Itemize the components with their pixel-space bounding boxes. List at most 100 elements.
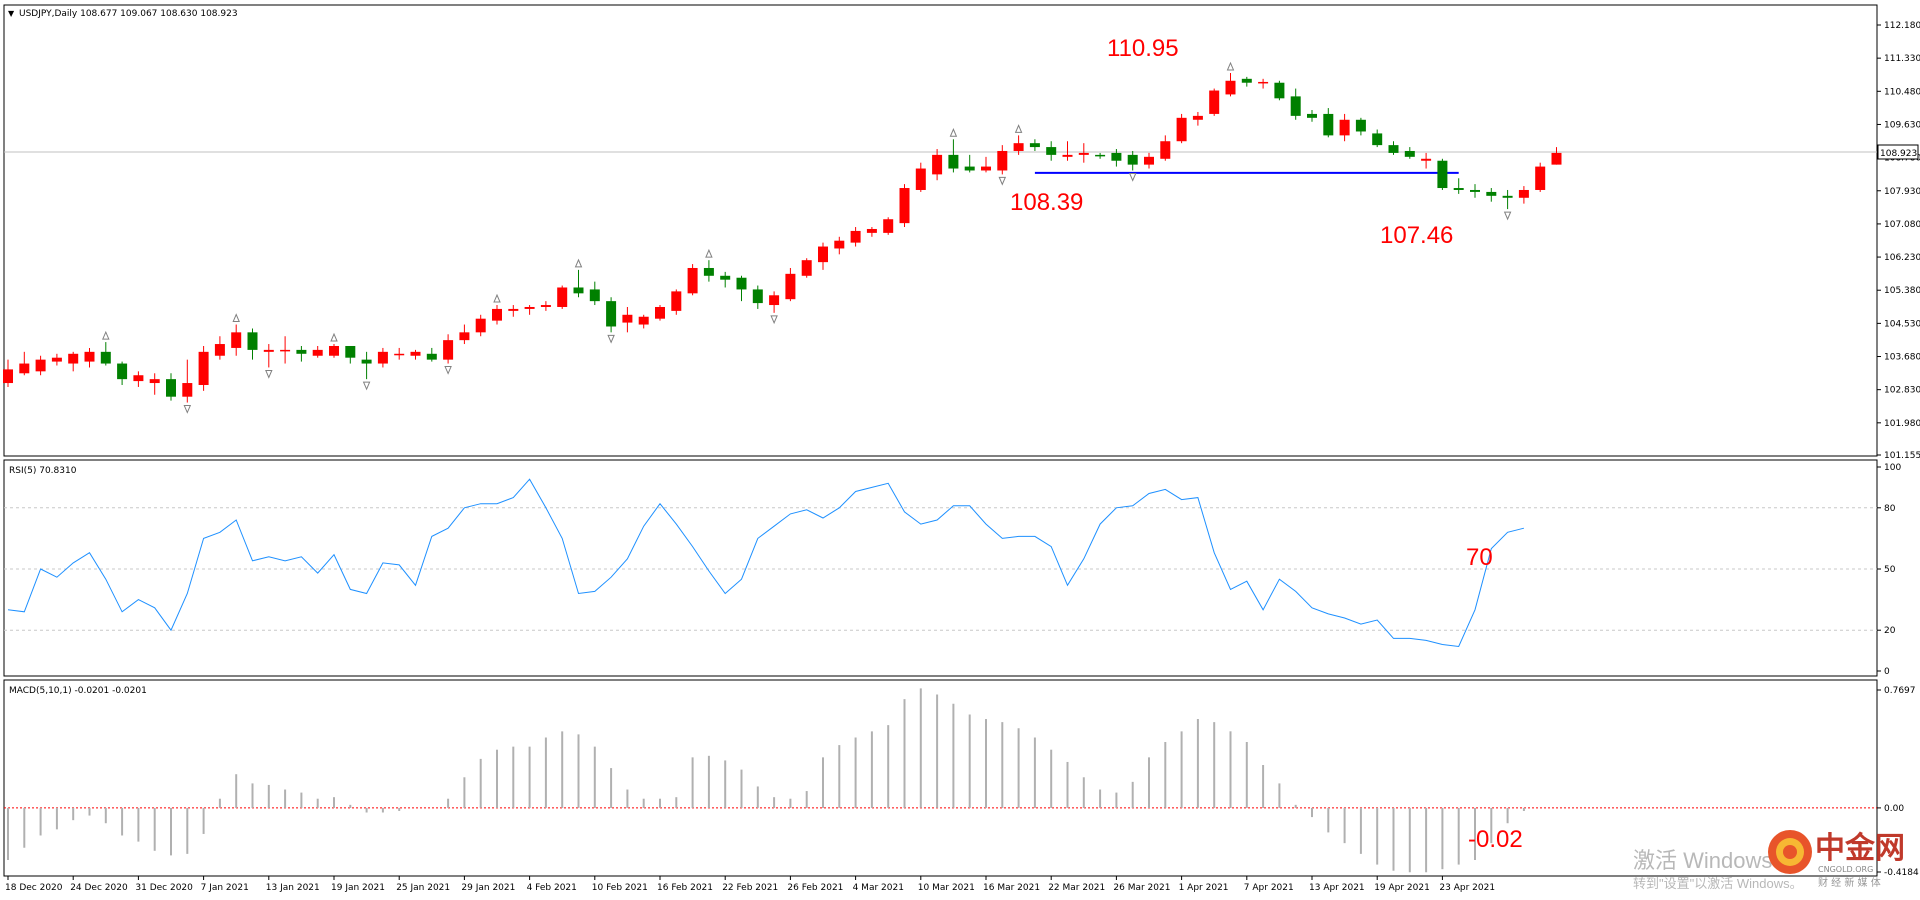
candle-body — [1535, 166, 1546, 190]
fractal-up-marker — [330, 332, 338, 342]
date-tick-label: 31 Dec 2020 — [135, 883, 193, 893]
candle — [1355, 117, 1366, 136]
macd-panel — [3, 679, 1878, 877]
fractal-up-marker — [574, 258, 583, 268]
date-axis: 18 Dec 2020 24 Dec 2020 31 Dec 2020 7 Jan 2… — [5, 876, 1495, 893]
fractal-up-marker — [949, 128, 958, 137]
candle-body — [329, 345, 339, 356]
candle — [687, 264, 698, 296]
candle-body — [1062, 154, 1073, 157]
brand-name: 中金网 — [1815, 831, 1905, 866]
fractal-down-marker — [1503, 211, 1512, 221]
candle — [1486, 188, 1497, 202]
candle-body — [410, 351, 421, 356]
candle — [182, 359, 193, 403]
macd-axis: 0.7697 0.00 -0.4184 — [1877, 686, 1919, 878]
macd-tick-label: 0.00 — [1884, 804, 1904, 814]
macd-tick-label: -0.4184 — [1884, 868, 1919, 878]
date-tick-label: 24 Dec 2020 — [70, 883, 128, 893]
candle — [280, 336, 291, 364]
candle-body — [166, 379, 176, 397]
rsi-tick-label: 100 — [1884, 463, 1901, 473]
candle-body — [459, 332, 470, 341]
date-tick-label: 29 Jan 2021 — [461, 883, 515, 893]
candle-body — [671, 291, 682, 311]
candle — [703, 260, 714, 282]
candle — [524, 305, 535, 315]
candle — [231, 324, 242, 356]
candle-body — [573, 287, 584, 294]
candle-body — [932, 154, 943, 175]
candle — [948, 139, 959, 173]
rsi-panel — [3, 459, 1878, 677]
candle — [459, 324, 470, 345]
price-tick-label: 111.330 — [1884, 54, 1920, 64]
candle — [1046, 141, 1057, 161]
candle-body — [133, 375, 144, 382]
rsi-header: RSI(5) 70.8310 — [9, 466, 77, 476]
candle-body — [1241, 78, 1252, 83]
candle-body — [703, 267, 714, 276]
candle — [1029, 139, 1040, 151]
candle-body — [508, 308, 519, 311]
candle — [1551, 147, 1562, 165]
price-tick-label: 101.980 — [1884, 419, 1920, 429]
chevron-down-icon[interactable]: ▼ — [8, 9, 15, 18]
candle-body — [1013, 143, 1024, 151]
candle — [1111, 149, 1122, 167]
candle — [1518, 186, 1529, 204]
candle — [443, 334, 454, 364]
candle — [622, 306, 633, 333]
candle-body — [394, 353, 405, 356]
date-tick-label: 23 Apr 2021 — [1439, 883, 1495, 893]
candle — [410, 349, 421, 360]
date-tick-label: 19 Apr 2021 — [1374, 883, 1430, 893]
candle — [35, 355, 46, 376]
candle-body — [1274, 82, 1285, 99]
fractal-down-marker — [183, 405, 192, 414]
candle-body — [51, 357, 62, 362]
date-tick-label: 13 Apr 2021 — [1309, 883, 1365, 893]
brand-logo-icon — [1768, 830, 1812, 874]
candle-body — [720, 275, 731, 280]
price-tick-label: 107.080 — [1884, 220, 1920, 230]
candle — [1421, 152, 1432, 169]
candle — [981, 156, 991, 173]
candle-body — [899, 188, 910, 224]
candle — [785, 267, 796, 302]
candle — [915, 162, 926, 192]
candle-body — [1404, 150, 1415, 157]
fractal-down-marker — [770, 315, 778, 325]
candle-body — [280, 349, 291, 352]
candle-body — [801, 260, 812, 276]
candle-body — [1372, 133, 1383, 146]
candle — [1241, 76, 1252, 87]
fractal-markers — [102, 61, 1512, 414]
candle — [769, 291, 780, 313]
candle — [589, 281, 600, 306]
candle-body — [1258, 81, 1269, 84]
candle-body — [687, 267, 698, 294]
candle — [1388, 141, 1399, 155]
candle — [198, 345, 209, 391]
price-tick-label: 109.630 — [1884, 120, 1920, 130]
candle-body — [1502, 195, 1513, 198]
candle — [850, 227, 861, 247]
candle-body — [606, 301, 617, 327]
candle — [1535, 162, 1546, 192]
rsi-axis: 100 80 50 20 0 — [4, 463, 1901, 677]
candle — [296, 345, 307, 362]
candle-body — [312, 349, 323, 356]
candle — [1209, 88, 1220, 116]
candle-body — [1355, 119, 1366, 132]
candle-body — [149, 379, 160, 384]
symbol-header: USDJPY,Daily 108.677 109.067 108.630 108… — [19, 9, 238, 19]
candle-body — [1518, 189, 1529, 198]
rsi-line — [7, 478, 1525, 648]
candle-body — [948, 154, 959, 169]
candle — [426, 347, 437, 362]
date-tick-label: 1 Apr 2021 — [1179, 883, 1229, 893]
candle-body — [263, 349, 274, 352]
candle-body — [100, 351, 111, 364]
